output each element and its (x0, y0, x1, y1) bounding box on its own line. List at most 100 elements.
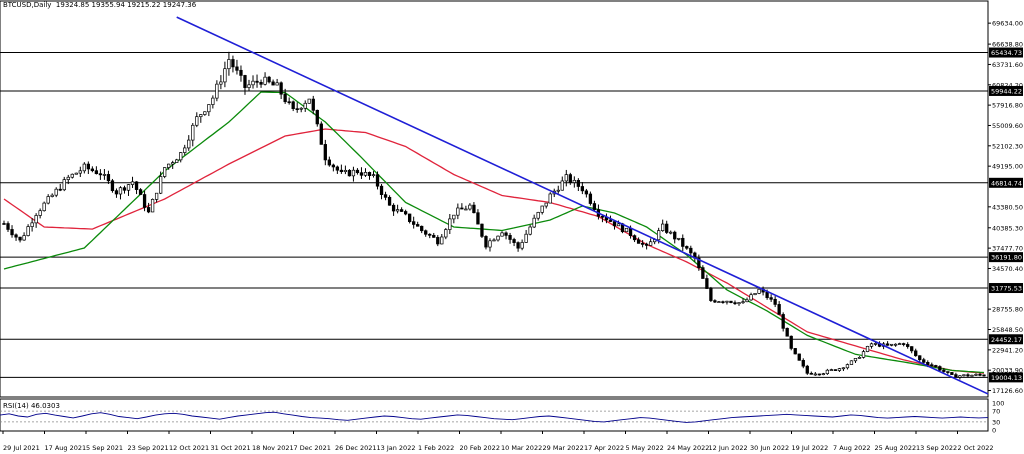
candle-down (327, 159, 331, 166)
candle-down (460, 207, 464, 210)
candle-down (331, 164, 335, 168)
x-tick-label: 2 Oct 2022 (958, 444, 994, 452)
candle-down (797, 353, 801, 361)
x-tick-label: 7 Aug 2022 (833, 444, 871, 452)
y-tick-label: 34570.40 (992, 265, 1023, 273)
candle-down (408, 213, 412, 222)
y-tick-label: 22941.20 (992, 346, 1023, 354)
candle-up (725, 300, 729, 303)
candle-down (773, 298, 777, 305)
x-tick-label: 1 Feb 2022 (418, 444, 454, 452)
candle-up (813, 373, 817, 376)
candle-up (223, 68, 227, 83)
candle-down (592, 203, 597, 210)
candle-down (632, 235, 637, 241)
candle-up (496, 235, 500, 241)
candle-down (403, 211, 408, 215)
candle-up (873, 343, 878, 345)
candle-down (584, 190, 589, 195)
candle-down (432, 234, 436, 238)
candle-down (259, 81, 263, 85)
candle-up (102, 174, 107, 176)
candle-down (705, 278, 709, 289)
ma-fast-line (3, 91, 985, 374)
candle-down (608, 219, 613, 222)
price-level-label: 19004.13 (991, 374, 1022, 382)
candle-up (118, 187, 123, 195)
candle-down (480, 223, 484, 237)
candle-down (966, 374, 970, 377)
x-tick-label: 12 Oct 2021 (169, 444, 209, 452)
candle-up (857, 357, 862, 359)
y-tick-label: 60824.20 (992, 81, 1023, 89)
candle-down (568, 174, 572, 183)
rsi-tick-label: 70 (992, 408, 1000, 416)
candle-up (195, 116, 199, 126)
candle-up (26, 226, 30, 236)
candle-up (34, 215, 38, 224)
candle-up (46, 196, 50, 204)
candle-up (247, 84, 251, 88)
candle-down (982, 374, 986, 377)
candle-down (295, 108, 299, 110)
candle-up (974, 373, 978, 376)
candle-down (833, 369, 838, 371)
candle-up (528, 226, 532, 235)
x-tick-label: 13 Sep 2022 (916, 444, 957, 452)
candle-down (922, 359, 926, 363)
price-level-tag (989, 283, 1023, 294)
candle-down (10, 229, 14, 236)
candle-up (757, 288, 761, 294)
x-tick-label: 13 Jan 2022 (377, 444, 416, 452)
candle-up (215, 83, 219, 99)
rsi-tick-label: 100 (992, 400, 1004, 408)
candle-down (18, 236, 22, 241)
candle-down (86, 163, 90, 170)
x-tick-label: 25 Aug 2022 (875, 444, 917, 452)
candle-up (829, 369, 834, 371)
price-level-label: 59944.22 (991, 87, 1022, 95)
candle-up (520, 242, 524, 249)
candle-down (231, 59, 235, 68)
candle-up (861, 351, 866, 358)
candle-down (902, 343, 906, 345)
candle-down (255, 80, 259, 83)
candle-up (444, 229, 448, 238)
candle-down (267, 76, 271, 83)
candle-up (395, 209, 400, 212)
x-tick-label: 5 Sep 2021 (86, 444, 123, 452)
candle-up (825, 369, 830, 375)
candle-down (412, 221, 416, 225)
price-level-label: 46814.74 (991, 179, 1022, 187)
candle-up (150, 199, 155, 213)
price-level-tag (989, 47, 1023, 58)
candle-up (717, 301, 721, 303)
candle-down (946, 371, 950, 373)
candle-up (70, 173, 74, 178)
candle-up (540, 205, 544, 213)
candle-down (58, 188, 62, 191)
candle-down (789, 335, 793, 349)
candle-down (954, 374, 958, 378)
candle-up (841, 367, 846, 370)
candle-down (781, 314, 785, 329)
rsi-panel-frame (0, 398, 989, 432)
price-level-tag (989, 252, 1023, 263)
candle-down (673, 231, 677, 240)
candle-up (183, 147, 187, 153)
candle-down (239, 69, 243, 76)
candle-down (785, 327, 789, 337)
candle-down (918, 355, 922, 361)
candle-down (689, 247, 693, 254)
candle-up (371, 174, 376, 176)
candle-up (78, 170, 82, 174)
price-level-label: 31775.53 (991, 285, 1022, 293)
candle-up (179, 152, 183, 161)
price-level-tag (989, 85, 1023, 96)
candle-up (307, 98, 311, 104)
candle-down (94, 170, 99, 175)
candle-up (263, 76, 267, 85)
price-level-tag (989, 177, 1023, 188)
